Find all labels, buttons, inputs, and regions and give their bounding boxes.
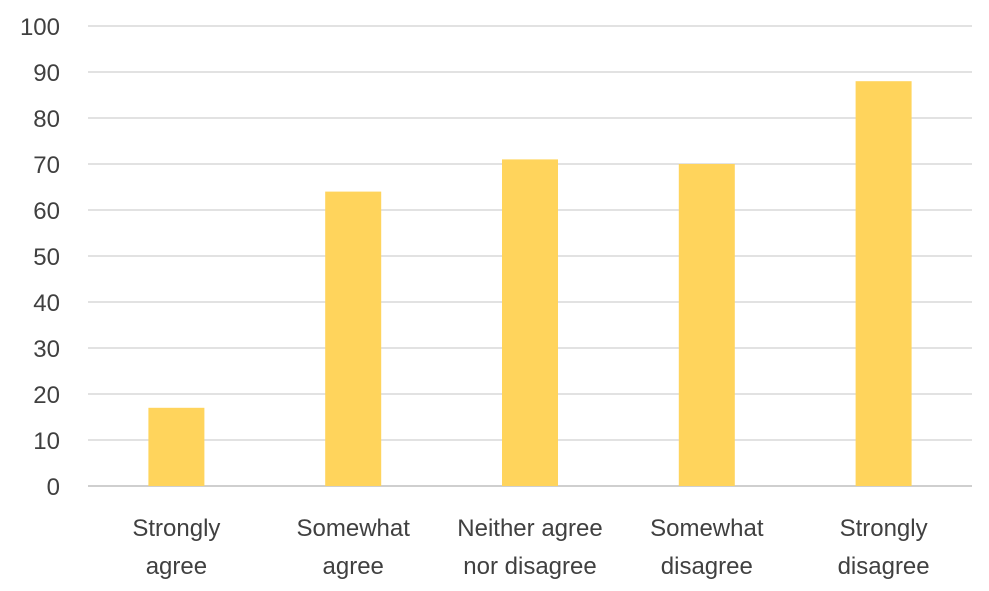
y-tick-label: 90 — [33, 60, 60, 87]
bar — [325, 191, 382, 486]
x-category-label: Neither agree nor disagree — [457, 515, 602, 580]
x-category-label: Somewhat agree — [297, 515, 411, 580]
x-category-label-line: nor disagree — [463, 553, 596, 580]
bar — [855, 81, 912, 486]
y-tick-label: 0 — [47, 474, 60, 501]
y-tick-label: 100 — [20, 14, 60, 41]
y-tick-label: 80 — [33, 106, 60, 133]
y-tick-label: 10 — [33, 428, 60, 455]
x-category-label-line: agree — [323, 553, 384, 580]
x-category-label: Strongly disagree — [838, 515, 930, 580]
x-category-label-line: disagree — [838, 553, 930, 580]
x-category-label-line: agree — [146, 553, 207, 580]
x-category-label-line: disagree — [661, 553, 753, 580]
x-category-label: Strongly agree — [132, 515, 220, 580]
y-tick-label: 20 — [33, 382, 60, 409]
y-axis-tick-labels: 0 10 20 30 40 50 60 70 80 90 100 — [20, 14, 60, 501]
x-category-label: Somewhat disagree — [650, 515, 764, 580]
x-category-label-line: Strongly — [840, 515, 928, 542]
x-axis-category-labels: Strongly agree Somewhat agree Neither agree n… — [132, 515, 929, 580]
x-category-label-line: Somewhat — [297, 515, 411, 542]
y-tick-label: 30 — [33, 336, 60, 363]
x-category-label-line: Somewhat — [650, 515, 764, 542]
x-category-label-line: Neither agree — [457, 515, 602, 542]
y-tick-label: 50 — [33, 244, 60, 271]
y-tick-label: 40 — [33, 290, 60, 317]
y-tick-label: 60 — [33, 198, 60, 225]
bar — [148, 407, 205, 486]
bars — [148, 81, 912, 486]
bar — [502, 159, 558, 486]
bar — [678, 164, 735, 486]
x-category-label-line: Strongly — [132, 515, 220, 542]
y-tick-label: 70 — [33, 152, 60, 179]
